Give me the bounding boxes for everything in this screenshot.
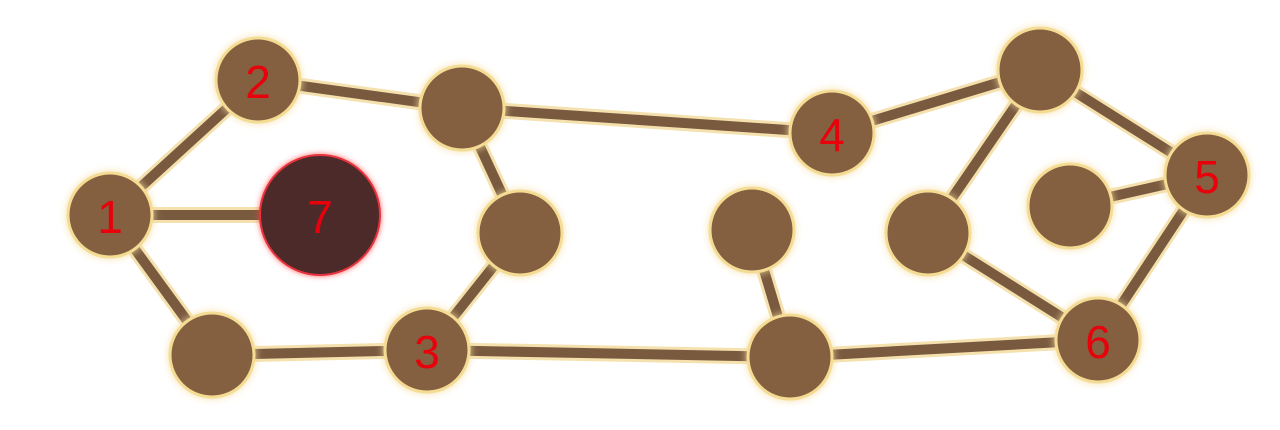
node-label: 3: [414, 326, 440, 378]
node-circle[interactable]: [746, 313, 834, 401]
node-5[interactable]: 5: [1163, 131, 1251, 219]
selected-node-circle[interactable]: [259, 154, 381, 276]
node-circle[interactable]: [884, 189, 972, 277]
node-circle[interactable]: [996, 26, 1084, 114]
node-f[interactable]: [996, 26, 1084, 114]
node-label: 5: [1194, 151, 1220, 203]
node-circle[interactable]: [788, 89, 876, 177]
node-3[interactable]: 3: [383, 306, 471, 394]
node-circle[interactable]: [418, 64, 506, 152]
node-h[interactable]: [1026, 162, 1114, 250]
node-circle[interactable]: [708, 186, 796, 274]
node-a[interactable]: [418, 64, 506, 152]
edge-n3-d: [422, 345, 795, 362]
node-2[interactable]: 2: [214, 36, 302, 124]
edge-a-n4: [457, 103, 837, 138]
node-circle[interactable]: [214, 36, 302, 124]
node-label: 7: [307, 191, 333, 243]
node-e[interactable]: [708, 186, 796, 274]
node-circle[interactable]: [1054, 296, 1142, 384]
node-label: 1: [97, 191, 123, 243]
node-g[interactable]: [884, 189, 972, 277]
node-circle[interactable]: [476, 189, 564, 277]
node-6[interactable]: 6: [1054, 296, 1142, 384]
edge-d-n6: [785, 335, 1103, 362]
node-circle[interactable]: [1026, 162, 1114, 250]
node-circle[interactable]: [168, 311, 256, 399]
node-label: 4: [819, 109, 845, 161]
node-circle[interactable]: [383, 306, 471, 394]
node-label: 2: [245, 56, 271, 108]
node-7[interactable]: 7: [259, 154, 381, 276]
node-label: 6: [1085, 316, 1111, 368]
node-d[interactable]: [746, 313, 834, 401]
node-4[interactable]: 4: [788, 89, 876, 177]
node-circle[interactable]: [1163, 131, 1251, 219]
node-c[interactable]: [168, 311, 256, 399]
node-b[interactable]: [476, 189, 564, 277]
node-1[interactable]: 1: [66, 171, 154, 259]
nodes-layer: 1 2 3 4 5 6 7: [66, 26, 1251, 401]
node-circle[interactable]: [66, 171, 154, 259]
